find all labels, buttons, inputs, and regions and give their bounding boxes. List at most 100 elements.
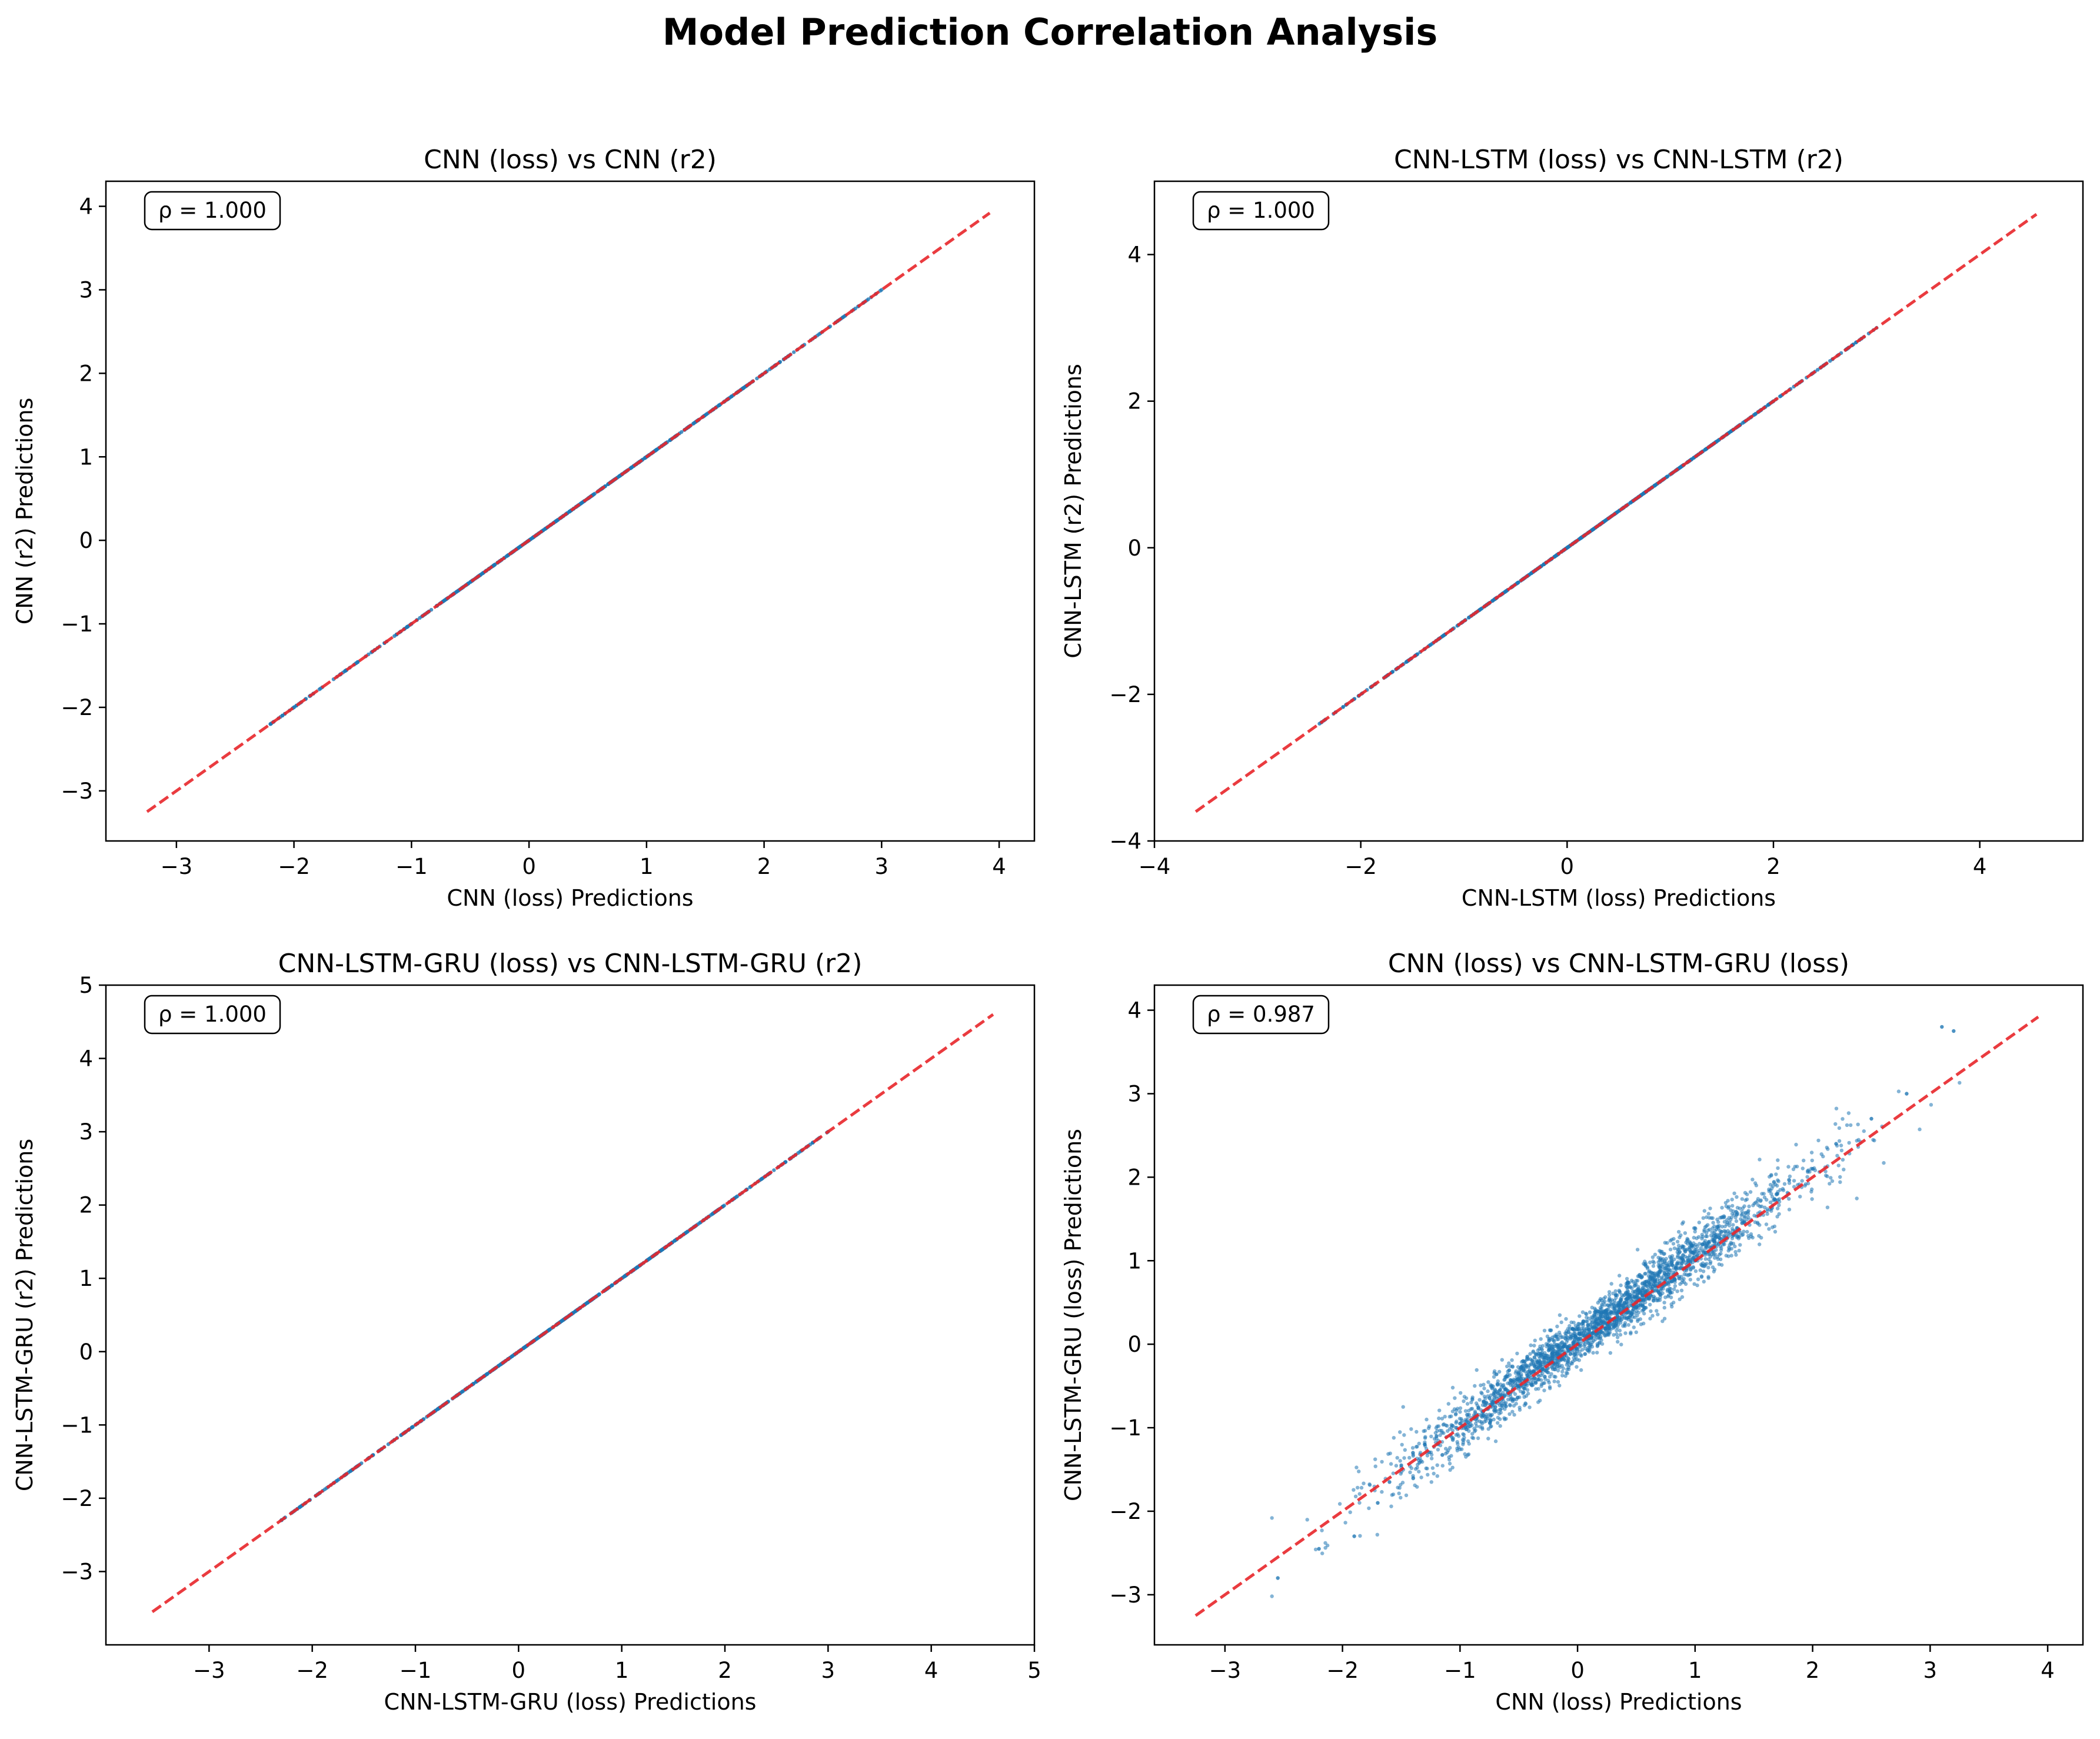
data-point	[1392, 1436, 1396, 1440]
y-tick-label: −2	[61, 695, 93, 720]
data-point	[1726, 1249, 1730, 1253]
data-point	[1430, 1457, 1434, 1461]
data-point	[1666, 1293, 1671, 1297]
data-point	[1739, 1217, 1743, 1221]
data-point	[1597, 1322, 1601, 1327]
data-point	[1475, 1368, 1479, 1372]
data-point	[1692, 1235, 1696, 1240]
data-point	[1683, 1231, 1688, 1235]
data-point	[1855, 1196, 1859, 1201]
data-point	[1727, 1205, 1731, 1209]
data-point	[1492, 1417, 1496, 1422]
x-tick-label: 2	[1766, 854, 1780, 879]
data-point	[1648, 1316, 1652, 1321]
data-point	[1450, 1465, 1455, 1469]
data-point	[1465, 1427, 1469, 1431]
data-point	[1703, 1263, 1707, 1268]
data-point	[1578, 1329, 1582, 1333]
data-point	[1552, 1334, 1557, 1338]
data-point	[1632, 1295, 1636, 1299]
data-point	[1662, 1252, 1666, 1256]
data-point	[1599, 1306, 1603, 1311]
data-point	[1655, 1309, 1659, 1313]
annotation-box	[1192, 995, 1330, 1035]
data-point	[1398, 1459, 1402, 1463]
x-tick-label: 4	[992, 854, 1006, 879]
data-point	[1673, 1284, 1678, 1288]
data-point	[1676, 1230, 1681, 1234]
data-point	[1399, 1463, 1403, 1468]
data-point	[1503, 1417, 1507, 1421]
data-point	[1613, 1308, 1617, 1312]
data-point	[1732, 1191, 1736, 1196]
data-point	[853, 307, 857, 311]
data-point	[1709, 1233, 1713, 1238]
data-point	[1653, 1280, 1658, 1285]
data-point	[1486, 1389, 1490, 1394]
data-point	[1373, 1464, 1377, 1468]
y-tick-label: −2	[61, 1486, 93, 1511]
y-tick-label: 0	[1127, 536, 1141, 561]
data-point	[1929, 1103, 1933, 1107]
data-point	[1435, 1463, 1439, 1467]
data-point	[1733, 1244, 1737, 1249]
data-point	[1498, 1392, 1502, 1396]
data-point	[1690, 1256, 1695, 1261]
data-point	[1564, 1317, 1568, 1321]
data-point	[1787, 1181, 1792, 1185]
data-point	[1479, 1383, 1483, 1388]
data-point	[1557, 1384, 1562, 1388]
data-point	[1612, 1298, 1617, 1302]
data-point	[1706, 1276, 1710, 1280]
data-point	[1758, 1158, 1762, 1162]
x-tick-label: 2	[1806, 1658, 1820, 1683]
data-point	[1593, 1321, 1597, 1325]
data-point	[1489, 1393, 1493, 1398]
data-point	[1542, 1360, 1546, 1364]
data-point	[1502, 1383, 1506, 1387]
data-point	[1647, 1281, 1651, 1285]
data-point	[1705, 1246, 1709, 1250]
data-point	[1692, 1226, 1696, 1231]
data-point	[1613, 1289, 1618, 1294]
plot-area	[1194, 213, 2038, 813]
data-point	[1698, 1242, 1702, 1246]
data-point	[1706, 1265, 1710, 1270]
data-point	[1693, 1229, 1697, 1233]
y-axis-label: CNN (r2) Predictions	[12, 398, 38, 625]
data-point	[1357, 1469, 1361, 1474]
data-point	[1643, 1259, 1647, 1263]
data-point	[1585, 1315, 1589, 1319]
data-point	[1700, 1236, 1704, 1241]
data-point	[1499, 1401, 1504, 1405]
data-point	[1740, 1221, 1744, 1225]
data-point	[1716, 1224, 1720, 1228]
data-point	[1530, 1359, 1535, 1363]
identity-line	[151, 1013, 994, 1613]
data-point	[1675, 1250, 1679, 1254]
data-point	[1697, 1221, 1701, 1225]
data-point	[1506, 1398, 1510, 1402]
data-point	[1566, 1365, 1570, 1369]
data-point	[1869, 1116, 1873, 1121]
data-point	[1540, 1372, 1545, 1376]
data-point	[1662, 1301, 1666, 1305]
y-tick-label: 4	[79, 1046, 93, 1072]
data-point	[1553, 1375, 1557, 1379]
y-tick-label: 0	[79, 1339, 93, 1365]
data-point	[1561, 1356, 1565, 1361]
data-point	[1425, 1467, 1429, 1471]
data-point	[1782, 1182, 1787, 1186]
data-point	[1415, 1445, 1419, 1449]
data-point	[1700, 1232, 1704, 1237]
data-point	[1626, 1282, 1630, 1286]
data-point	[1681, 1253, 1685, 1257]
data-point	[1470, 1398, 1475, 1402]
data-point	[1488, 1418, 1492, 1422]
data-point	[1499, 1411, 1503, 1415]
data-point	[1615, 1325, 1619, 1330]
data-point	[1455, 1408, 1459, 1412]
data-point	[1702, 1228, 1706, 1232]
